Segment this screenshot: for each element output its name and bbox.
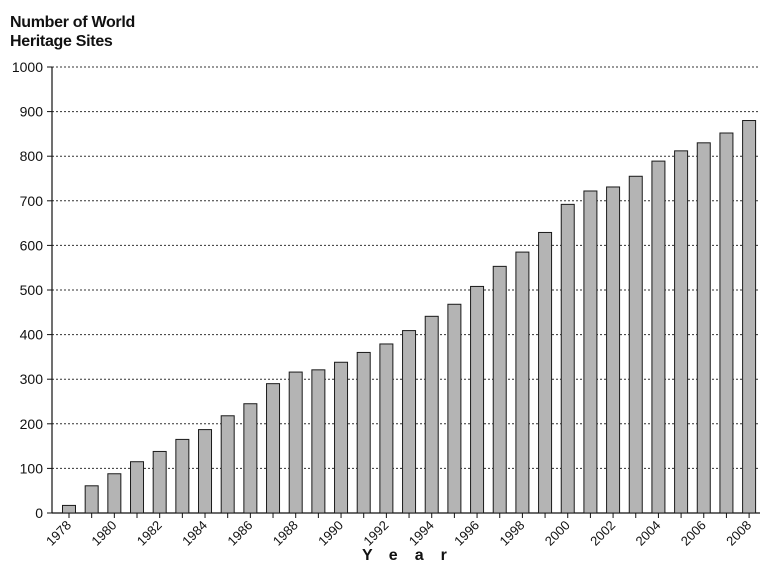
bar-1983	[175, 438, 190, 514]
y-tick-label-500: 500	[20, 282, 44, 298]
bar-2005	[674, 150, 689, 514]
x-tick-label-2002: 2002	[587, 518, 618, 549]
y-tick-label-400: 400	[20, 327, 44, 343]
y-tick-label-600: 600	[20, 237, 44, 253]
bar-1978	[62, 504, 76, 514]
bar-2006	[696, 142, 711, 514]
y-axis-title-line-1: Number of World	[10, 14, 135, 31]
bar-1980	[107, 473, 122, 514]
x-tick-label-1996: 1996	[451, 518, 482, 549]
x-tick-label-2000: 2000	[542, 518, 573, 549]
y-tick-label-800: 800	[20, 148, 44, 164]
x-tick-label-2008: 2008	[723, 518, 754, 549]
bar-1991	[356, 351, 371, 514]
bar-1999	[538, 231, 553, 514]
y-tick-label-100: 100	[20, 460, 44, 476]
bar-1998	[515, 251, 530, 514]
bar-2002	[606, 186, 621, 514]
bar-1982	[152, 450, 167, 514]
y-tick-label-900: 900	[20, 104, 44, 120]
bar-2003	[628, 175, 643, 514]
bar-1988	[288, 371, 303, 514]
bar-1987	[266, 383, 281, 514]
bar-1985	[220, 415, 235, 514]
y-tick-label-1000: 1000	[12, 59, 43, 75]
y-tick-label-200: 200	[20, 416, 44, 432]
bar-1997	[492, 265, 507, 514]
x-tick-label-1984: 1984	[179, 518, 210, 549]
x-tick-label-2004: 2004	[632, 518, 663, 549]
bar-2007	[719, 132, 734, 514]
x-tick-label-1990: 1990	[315, 518, 346, 549]
bar-1995	[447, 303, 462, 514]
x-tick-label-1992: 1992	[360, 518, 391, 549]
x-tick-label-1988: 1988	[270, 518, 301, 549]
bar-1993	[402, 330, 417, 514]
x-tick-label-1980: 1980	[88, 518, 119, 549]
y-axis-title: Number of World Heritage Sites	[10, 13, 135, 51]
bar-1981	[130, 461, 145, 514]
x-tick-label-1994: 1994	[406, 518, 437, 549]
bar-2001	[583, 190, 598, 514]
bar-1994	[424, 315, 439, 514]
y-tick-label-300: 300	[20, 371, 44, 387]
x-tick-label-1978: 1978	[43, 518, 74, 549]
x-tick-label-1986: 1986	[224, 518, 255, 549]
bar-1979	[84, 485, 99, 514]
bar-1989	[311, 369, 326, 514]
bar-2004	[651, 160, 666, 514]
bar-1996	[470, 285, 485, 514]
bar-2008	[742, 120, 757, 514]
bar-2000	[560, 203, 575, 514]
x-tick-label-1982: 1982	[134, 518, 165, 549]
bar-1990	[334, 361, 349, 514]
y-tick-label-0: 0	[35, 505, 43, 521]
x-tick-label-2006: 2006	[678, 518, 709, 549]
y-axis-title-line-2: Heritage Sites	[10, 33, 113, 50]
bar-1986	[243, 403, 258, 514]
x-tick-label-1998: 1998	[496, 518, 527, 549]
x-axis-title: Year	[362, 547, 464, 564]
y-tick-label-700: 700	[20, 193, 44, 209]
bar-1984	[198, 429, 213, 514]
bar-1992	[379, 343, 394, 514]
